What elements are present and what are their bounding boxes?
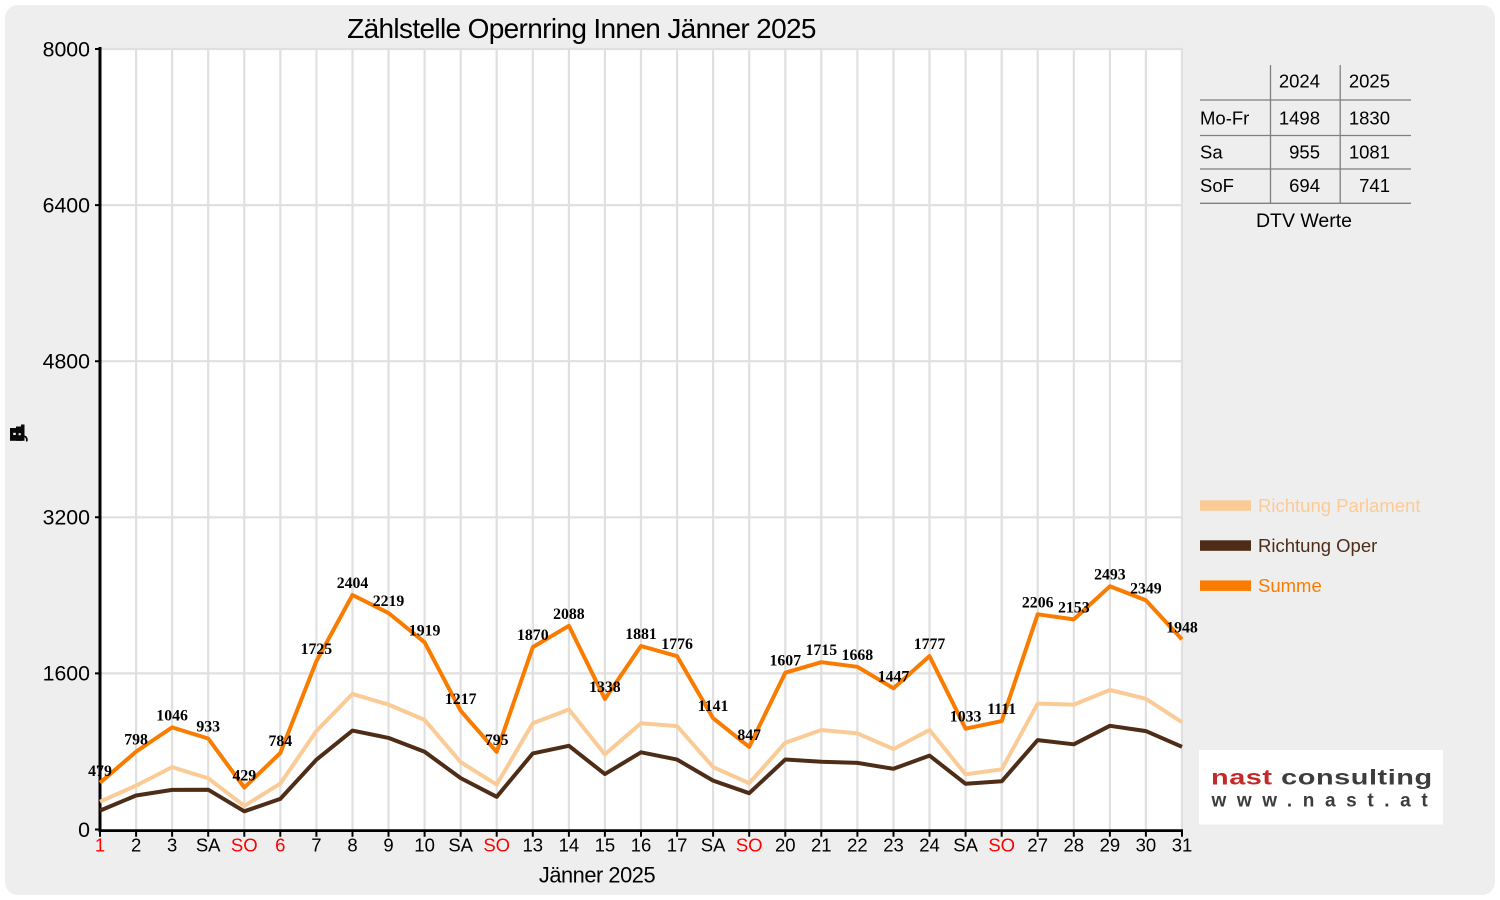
svg-text:1870: 1870 xyxy=(517,627,549,644)
svg-text:1498: 1498 xyxy=(1279,107,1320,128)
svg-text:1447: 1447 xyxy=(878,668,910,685)
svg-text:1600: 1600 xyxy=(43,662,91,686)
svg-text:10: 10 xyxy=(414,835,435,856)
svg-text:29: 29 xyxy=(1100,835,1121,856)
svg-text:Sa: Sa xyxy=(1200,142,1223,163)
svg-text:1715: 1715 xyxy=(806,642,838,659)
svg-text:20: 20 xyxy=(775,835,796,856)
svg-text:3200: 3200 xyxy=(43,506,91,530)
svg-text:SA: SA xyxy=(448,835,473,856)
svg-text:SA: SA xyxy=(701,835,726,856)
svg-text:SoF: SoF xyxy=(1200,175,1234,196)
svg-text:1830: 1830 xyxy=(1349,107,1390,128)
svg-text:16: 16 xyxy=(631,835,652,856)
svg-text:1338: 1338 xyxy=(589,679,621,696)
svg-text:9: 9 xyxy=(383,835,393,856)
svg-text:1046: 1046 xyxy=(156,707,188,724)
svg-text:SA: SA xyxy=(196,835,221,856)
svg-text:7: 7 xyxy=(311,835,321,856)
svg-text:Summe: Summe xyxy=(1258,575,1322,596)
svg-text:1725: 1725 xyxy=(301,641,333,658)
svg-text:31: 31 xyxy=(1172,835,1193,856)
svg-text:1948: 1948 xyxy=(1166,619,1198,636)
svg-text:Richtung Oper: Richtung Oper xyxy=(1258,535,1377,556)
svg-text:1776: 1776 xyxy=(661,636,693,653)
svg-text:1081: 1081 xyxy=(1349,142,1390,163)
svg-text:14: 14 xyxy=(559,835,580,856)
svg-text:nast consulting: nast consulting xyxy=(1211,766,1433,790)
svg-text:17: 17 xyxy=(667,835,688,856)
svg-text:784: 784 xyxy=(268,733,292,750)
svg-text:8: 8 xyxy=(347,835,357,856)
svg-text:1881: 1881 xyxy=(625,626,657,643)
svg-text:1919: 1919 xyxy=(409,622,441,639)
svg-text:2404: 2404 xyxy=(337,575,369,592)
svg-text:6400: 6400 xyxy=(43,193,91,217)
svg-text:798: 798 xyxy=(124,732,148,749)
svg-text:2153: 2153 xyxy=(1058,599,1090,616)
svg-text:24: 24 xyxy=(919,835,940,856)
svg-text:0: 0 xyxy=(78,818,90,842)
svg-text:8000: 8000 xyxy=(43,37,91,61)
svg-text:30: 30 xyxy=(1136,835,1157,856)
svg-text:1: 1 xyxy=(95,835,105,856)
svg-text:SO: SO xyxy=(231,835,258,856)
svg-text:SO: SO xyxy=(988,835,1015,856)
svg-text:1141: 1141 xyxy=(698,698,729,715)
svg-text:847: 847 xyxy=(737,727,761,744)
svg-text:2219: 2219 xyxy=(373,593,405,610)
svg-text:933: 933 xyxy=(196,719,220,736)
svg-text:1777: 1777 xyxy=(914,636,946,653)
svg-text:28: 28 xyxy=(1064,835,1085,856)
svg-text:Zählstelle Opernring Innen Jän: Zählstelle Opernring Innen Jänner 2025 xyxy=(347,13,816,44)
svg-text:741: 741 xyxy=(1359,175,1390,196)
svg-text:4800: 4800 xyxy=(43,350,91,374)
svg-text:479: 479 xyxy=(88,763,112,780)
svg-text:2349: 2349 xyxy=(1130,580,1162,597)
svg-text:955: 955 xyxy=(1289,142,1320,163)
svg-text:22: 22 xyxy=(847,835,868,856)
svg-text:Mo-Fr: Mo-Fr xyxy=(1200,107,1249,128)
svg-text:Richtung Parlament: Richtung Parlament xyxy=(1258,495,1420,516)
svg-text:SO: SO xyxy=(483,835,510,856)
svg-text:3: 3 xyxy=(167,835,177,856)
svg-text:2: 2 xyxy=(131,835,141,856)
svg-text:DTV Werte: DTV Werte xyxy=(1256,210,1352,232)
svg-text:694: 694 xyxy=(1289,175,1320,196)
svg-text:6: 6 xyxy=(275,835,285,856)
svg-text:27: 27 xyxy=(1027,835,1048,856)
svg-text:1607: 1607 xyxy=(770,653,802,670)
svg-text:429: 429 xyxy=(232,768,256,785)
svg-text:www.nast.at: www.nast.at xyxy=(1211,791,1439,812)
svg-text:1668: 1668 xyxy=(842,647,874,664)
svg-text:21: 21 xyxy=(811,835,832,856)
svg-text:15: 15 xyxy=(595,835,616,856)
svg-text:SA: SA xyxy=(953,835,978,856)
svg-text:Jänner 2025: Jänner 2025 xyxy=(539,862,656,887)
svg-text:13: 13 xyxy=(523,835,544,856)
svg-text:795: 795 xyxy=(485,732,509,749)
svg-text:1111: 1111 xyxy=(987,701,1016,718)
svg-text:1033: 1033 xyxy=(950,709,982,726)
svg-text:SO: SO xyxy=(736,835,763,856)
svg-text:2024: 2024 xyxy=(1279,71,1320,92)
svg-text:1217: 1217 xyxy=(445,691,477,708)
svg-text:23: 23 xyxy=(883,835,904,856)
svg-text:2025: 2025 xyxy=(1349,71,1390,92)
svg-text:2088: 2088 xyxy=(553,606,585,623)
svg-text:2206: 2206 xyxy=(1022,594,1054,611)
svg-text:2493: 2493 xyxy=(1094,566,1126,583)
